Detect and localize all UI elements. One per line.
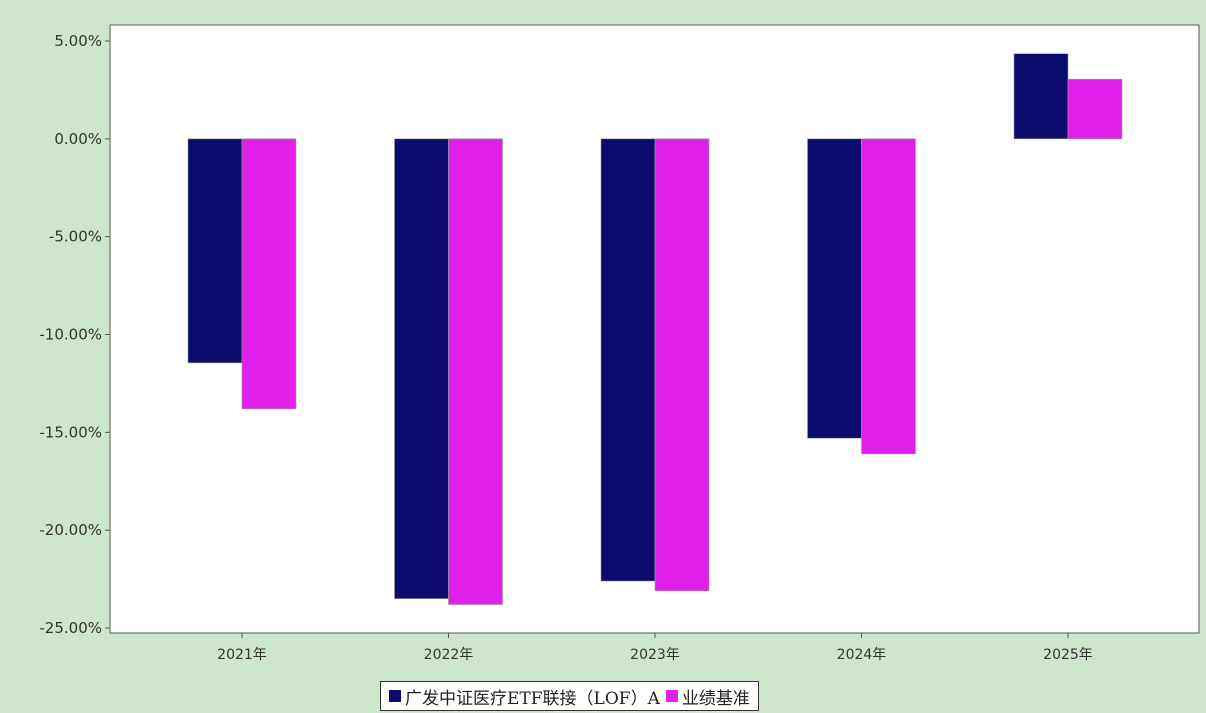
bar-fund bbox=[807, 138, 862, 439]
bar-benchmark bbox=[861, 138, 916, 455]
bar-benchmark bbox=[1067, 78, 1123, 140]
bar-fund bbox=[187, 138, 243, 364]
x-tick-label: 2024年 bbox=[837, 647, 887, 663]
bar-benchmark bbox=[241, 138, 297, 410]
bar-fund bbox=[1013, 53, 1069, 140]
x-tick-label: 2023年 bbox=[630, 647, 680, 663]
y-tick-label: -10.00% bbox=[39, 326, 102, 344]
y-tick-label: -15.00% bbox=[39, 423, 102, 441]
bar-benchmark bbox=[448, 138, 503, 605]
legend-label-fund: 广发中证医疗ETF联接（LOF）A bbox=[405, 688, 660, 709]
legend-swatch-fund bbox=[389, 690, 401, 702]
y-axis: 5.00% 0.00% -5.00% -10.00% -15.00% -20.00% -25… bbox=[39, 32, 110, 637]
legend-item-fund: 广发中证医疗ETF联接（LOF）A bbox=[389, 684, 660, 709]
legend-item-benchmark: 业绩基准 bbox=[665, 684, 750, 709]
y-tick-label: -25.00% bbox=[39, 619, 102, 637]
x-tick-label: 2025年 bbox=[1043, 647, 1093, 663]
x-axis: 2021年 2022年 2023年 2024年 2025年 bbox=[217, 633, 1093, 663]
bars-group bbox=[187, 53, 1123, 605]
x-tick-label: 2021年 bbox=[217, 647, 267, 663]
legend: 广发中证医疗ETF联接（LOF）A 业绩基准 bbox=[380, 681, 759, 711]
bar-benchmark bbox=[654, 138, 710, 592]
legend-label-benchmark: 业绩基准 bbox=[681, 688, 750, 709]
x-tick-label: 2022年 bbox=[424, 647, 474, 663]
bar-fund bbox=[394, 138, 449, 599]
y-tick-label: 5.00% bbox=[54, 32, 102, 50]
y-tick-label: -20.00% bbox=[39, 521, 102, 539]
legend-swatch-benchmark bbox=[665, 690, 678, 702]
y-tick-label: -5.00% bbox=[49, 228, 102, 246]
y-tick-label: 0.00% bbox=[54, 130, 102, 148]
bar-chart: 5.00% 0.00% -5.00% -10.00% -15.00% -20.00% -25… bbox=[39, 24, 1200, 663]
bar-fund bbox=[600, 138, 656, 582]
